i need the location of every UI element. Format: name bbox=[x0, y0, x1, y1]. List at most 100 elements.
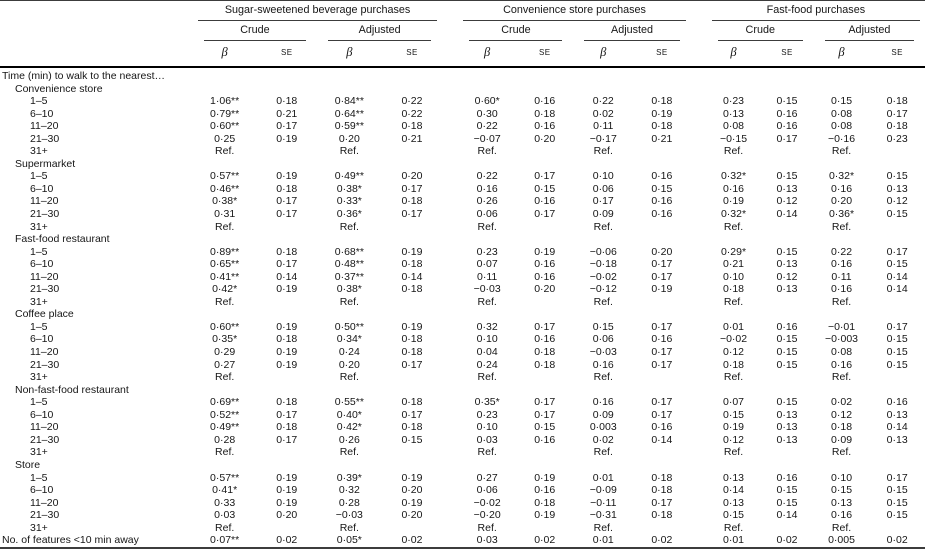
se-value: 0·17 bbox=[534, 320, 556, 333]
beta-value: 0·16 bbox=[831, 283, 853, 296]
se-value: 0·15 bbox=[776, 484, 798, 497]
beta-value: Ref. bbox=[723, 371, 744, 384]
beta-value: 0·28 bbox=[338, 496, 360, 509]
se-value: 0·17 bbox=[276, 195, 298, 208]
spacer bbox=[442, 534, 458, 548]
beta-value: 0·38* bbox=[336, 182, 362, 195]
row-label: 11–20 bbox=[30, 120, 59, 133]
se-value bbox=[516, 371, 574, 384]
beta-value: 0·07 bbox=[476, 258, 498, 271]
se-value: 0·15 bbox=[776, 496, 798, 509]
beta-value: 0·15 bbox=[723, 509, 745, 522]
row-label: 11–20 bbox=[30, 195, 59, 208]
beta-value: 0·09 bbox=[592, 208, 614, 221]
data-row: 6–10 0·46** 0·18 0·38* 0·17 0·16 0·15 0·06 0·15 0… bbox=[0, 183, 925, 196]
se-value: 0·15 bbox=[886, 346, 908, 359]
se-value: 0·18 bbox=[886, 95, 908, 108]
se-value: 0·19 bbox=[401, 245, 423, 258]
se-value: 0·15 bbox=[886, 258, 908, 271]
se-value: 0·12 bbox=[886, 195, 908, 208]
data-row: 31+ Ref. Ref. Ref. Ref. Ref. Ref. bbox=[0, 446, 925, 459]
spacer bbox=[442, 271, 458, 284]
row-label: 6–10 bbox=[30, 107, 54, 120]
beta-value: 0·32* bbox=[828, 170, 855, 183]
beta-value: −0·06 bbox=[589, 245, 617, 258]
stat-header-row: β SE β SE β SE β SE β SE β SE bbox=[0, 41, 925, 68]
se-value bbox=[760, 522, 814, 535]
table-header: Sugar-sweetened beverage purchases Conve… bbox=[0, 1, 925, 68]
beta-value: Ref. bbox=[477, 295, 497, 308]
se-value bbox=[869, 221, 925, 234]
beta-value: 0·18 bbox=[831, 421, 853, 434]
se-value: 0·15 bbox=[534, 421, 556, 434]
se-value: 0·20 bbox=[401, 509, 423, 522]
se-value bbox=[256, 371, 317, 384]
beta-value: −0·18 bbox=[589, 258, 617, 271]
se-value: 0·17 bbox=[276, 208, 298, 221]
se-value: 0·15 bbox=[776, 358, 798, 371]
data-row: 11–20 0·41** 0·14 0·37** 0·14 0·11 0·16 −0·02 0·… bbox=[0, 271, 925, 284]
section-label-row: Supermarket bbox=[0, 158, 925, 171]
se-value: 0·15 bbox=[776, 396, 798, 409]
data-row: 6–10 0·41* 0·19 0·32 0·20 0·06 0·16 −0·09 0·18 0·… bbox=[0, 484, 925, 497]
se-value: 0·23 bbox=[886, 132, 908, 145]
data-row: 6–10 0·79** 0·21 0·64** 0·22 0·30 0·18 0·02 0·19… bbox=[0, 108, 925, 121]
beta-value: 0·03 bbox=[476, 433, 498, 446]
beta-value: 0·79** bbox=[210, 107, 240, 120]
se-value: 0·17 bbox=[276, 408, 298, 421]
beta-value: 1·06** bbox=[210, 95, 240, 108]
se-value: 0·17 bbox=[534, 170, 556, 183]
beta-value: 0·42* bbox=[336, 421, 362, 434]
beta-value: Ref. bbox=[215, 145, 235, 158]
se-value: 0·17 bbox=[401, 358, 423, 371]
beta-value: Ref. bbox=[723, 521, 744, 534]
se-value: 0·17 bbox=[776, 132, 798, 145]
beta-value: 0·27 bbox=[214, 358, 236, 371]
beta-header: β bbox=[192, 41, 257, 68]
group-header-convenience: Convenience store purchases bbox=[463, 4, 686, 21]
se-value: 0·20 bbox=[276, 509, 298, 522]
beta-value: 0·02 bbox=[592, 433, 614, 446]
beta-value: 0·64** bbox=[334, 107, 364, 120]
beta-value: Ref. bbox=[593, 371, 613, 384]
beta-value: Ref. bbox=[831, 371, 852, 384]
spacer bbox=[691, 509, 707, 522]
beta-value: Ref. bbox=[831, 521, 852, 534]
beta-value: Ref. bbox=[831, 295, 852, 308]
beta-header: β bbox=[813, 41, 870, 68]
data-row: 11–20 0·60** 0·17 0·59** 0·18 0·22 0·16 0·11 0·1… bbox=[0, 120, 925, 133]
se-value: 0·13 bbox=[776, 258, 798, 271]
se-value: 0·18 bbox=[401, 283, 423, 296]
beta-value: 0·31 bbox=[214, 208, 236, 221]
row-label: 21–30 bbox=[30, 283, 60, 296]
se-value: 0·17 bbox=[651, 358, 673, 371]
spacer bbox=[691, 283, 707, 296]
se-value: 0·17 bbox=[651, 396, 673, 409]
row-label: 1–5 bbox=[30, 245, 48, 258]
spacer bbox=[442, 446, 458, 459]
se-value: 0·20 bbox=[401, 484, 423, 497]
se-value bbox=[633, 522, 691, 535]
spacer bbox=[691, 120, 707, 133]
beta-value: 0·50** bbox=[334, 320, 364, 333]
beta-value: 0·16 bbox=[476, 182, 498, 195]
beta-value: −0·003 bbox=[825, 333, 859, 346]
beta-value: −0·11 bbox=[590, 496, 617, 509]
beta-value: 0·59** bbox=[334, 120, 364, 133]
se-value: 0·16 bbox=[534, 195, 556, 208]
data-row: 21–30 0·28 0·17 0·26 0·15 0·03 0·16 0·02 0·14 0·1… bbox=[0, 434, 925, 447]
se-value bbox=[382, 221, 443, 234]
spacer bbox=[691, 321, 707, 334]
spacer bbox=[442, 434, 458, 447]
se-value: 0·19 bbox=[276, 484, 298, 497]
se-value: 0·12 bbox=[776, 195, 798, 208]
beta-value: 0·27 bbox=[476, 471, 498, 484]
se-value: 0·17 bbox=[651, 270, 673, 283]
beta-value: 0·01 bbox=[723, 534, 745, 547]
se-value: 0·16 bbox=[886, 396, 908, 409]
se-value: 0·18 bbox=[651, 484, 673, 497]
row-label: Non-fast-food restaurant bbox=[15, 383, 129, 396]
data-row: 31+ Ref. Ref. Ref. Ref. Ref. Ref. bbox=[0, 522, 925, 535]
spacer bbox=[691, 133, 707, 146]
beta-value: 0·10 bbox=[476, 421, 498, 434]
